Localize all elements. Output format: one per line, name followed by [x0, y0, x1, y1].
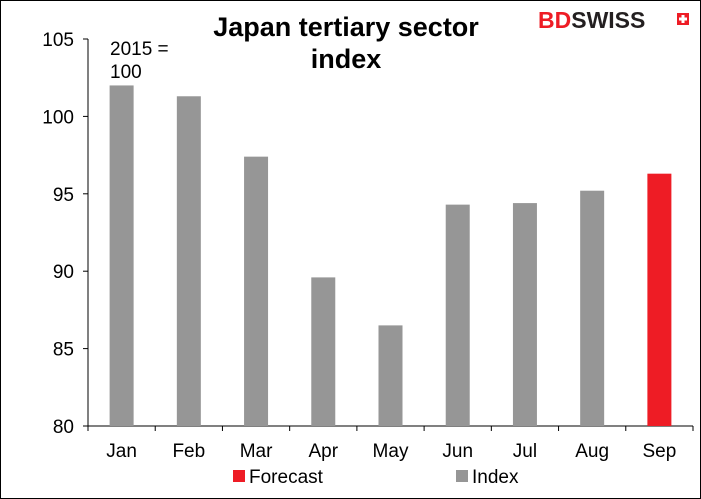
x-tick-label: Jan — [106, 441, 137, 462]
base-year-note-line: 2015 = — [110, 39, 169, 60]
x-tick-label: Mar — [240, 441, 273, 462]
x-tick-label: Apr — [308, 441, 338, 462]
x-tick-label: Sep — [642, 441, 676, 462]
bar-index-may — [378, 325, 403, 426]
logo-text-bd: BD — [538, 7, 571, 33]
x-tick-label: May — [373, 441, 409, 462]
legend: Forecast Index — [233, 467, 519, 488]
logo-plus-icon — [677, 13, 689, 25]
bar-index-jul — [512, 203, 537, 426]
logo-text-swiss: SWISS — [571, 7, 645, 33]
legend-swatch — [233, 470, 245, 482]
logo-text: BDSWISS — [538, 7, 645, 33]
bar-index-feb — [176, 96, 201, 426]
y-tick-label: 95 — [53, 185, 74, 206]
y-tick-label: 100 — [42, 107, 74, 128]
bdswiss-logo: BDSWISS — [538, 7, 689, 33]
legend-label: Index — [472, 467, 519, 488]
y-tick-label: 105 — [42, 30, 74, 51]
bar-index-jun — [445, 204, 470, 426]
legend-label: Forecast — [249, 467, 324, 488]
y-tick-label: 90 — [53, 262, 74, 283]
base-year-note-line: 100 — [110, 62, 142, 83]
bar-forecast-sep — [647, 173, 672, 426]
axes: 80 85 90 95 100 105 Jan Feb Mar Apr May Jun Jul Aug Se… — [42, 30, 694, 462]
chart-title-line: index — [311, 44, 382, 74]
chart-title-line: Japan tertiary sector — [213, 12, 479, 42]
x-tick-label: Feb — [172, 441, 205, 462]
y-tick-label: 80 — [53, 417, 74, 438]
bar-index-mar — [244, 156, 269, 426]
base-year-note: 2015 =100 — [110, 39, 169, 83]
bar-index-apr — [311, 277, 336, 426]
legend-swatch — [456, 470, 468, 482]
bars — [109, 85, 672, 426]
x-tick-label: Jul — [513, 441, 537, 462]
x-tick-label: Jun — [442, 441, 473, 462]
bar-index-jan — [109, 85, 134, 426]
x-tick-label: Aug — [575, 441, 609, 462]
y-tick-label: 85 — [53, 340, 74, 361]
bar-index-aug — [580, 190, 605, 426]
